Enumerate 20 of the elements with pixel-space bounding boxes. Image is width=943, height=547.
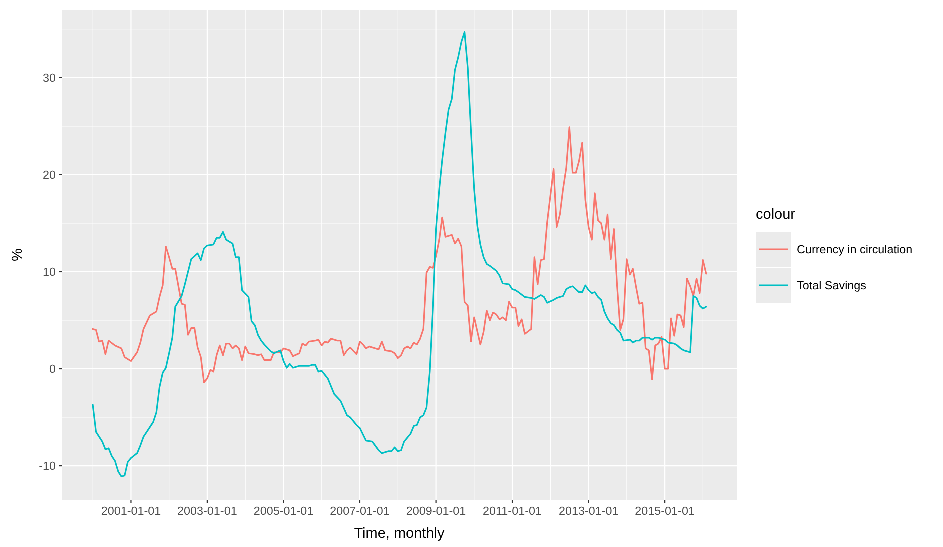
x-tick-label: 2005-01-01: [254, 505, 314, 518]
x-tick-label: 2011-01-01: [483, 505, 542, 518]
line-series: [92, 32, 708, 478]
legend-title: colour: [756, 207, 796, 223]
x-tick-label: 2015-01-01: [635, 505, 695, 518]
legend-label: Currency in circulation: [797, 244, 913, 257]
x-tick-label: 2009-01-01: [406, 505, 466, 518]
y-tick-label: 20: [42, 169, 56, 182]
legend-label: Total Savings: [797, 280, 867, 293]
line-series: [92, 126, 708, 384]
x-tick-label: 2007-01-01: [330, 505, 390, 518]
x-tick-label: 2013-01-01: [558, 505, 619, 518]
y-tick-label: 10: [42, 266, 56, 280]
x-axis-title: Time, monthly: [354, 526, 446, 542]
y-tick-label: 0: [49, 363, 56, 376]
y-tick-label: 30: [42, 72, 56, 86]
y-axis-title: %: [10, 248, 26, 262]
y-tick-label: -10: [39, 460, 56, 474]
x-tick-label: 2001-01-01: [101, 505, 162, 518]
x-tick-label: 2003-01-01: [178, 505, 238, 518]
